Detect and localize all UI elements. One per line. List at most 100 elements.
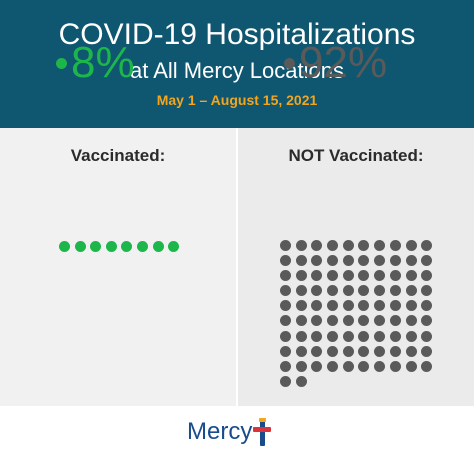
not-vaccinated-dot [327,345,339,357]
not-vaccinated-dot [358,255,370,267]
not-vaccinated-dot [358,315,370,327]
not-vaccinated-dot [311,360,323,372]
not-vaccinated-dot [311,345,323,357]
vaccinated-dot [168,241,180,252]
not-vaccinated-dot [421,285,433,297]
not-vaccinated-dot [342,330,354,342]
vaccinated-dot [59,241,70,252]
not-vaccinated-dot [421,270,433,282]
vaccinated-dot [152,241,164,252]
logo-text: Mercy [187,418,253,445]
not-vaccinated-dot [280,255,291,267]
mercy-logo: Mercy [187,418,272,446]
not-vaccinated-dot [342,285,354,297]
not-vaccinated-dot [280,315,291,327]
not-vaccinated-dot [295,360,307,372]
not-vaccinated-dot [389,285,401,297]
not-vaccinated-dot [342,345,354,357]
vaccinated-dot [74,241,86,252]
not-vaccinated-dot [327,300,339,312]
not-vaccinated-dot [280,270,291,282]
not-vaccinated-panel: NOT Vaccinated: [238,128,474,406]
not-vaccinated-dot [295,270,307,282]
not-vaccinated-percent-row: 92% [284,40,387,86]
vaccinated-panel: Vaccinated: [0,128,236,406]
not-vaccinated-dot [311,315,323,327]
vaccinated-dots [59,241,184,252]
not-vaccinated-dot [405,285,417,297]
mercy-cross-icon [253,418,272,446]
not-vaccinated-dot [342,300,354,312]
not-vaccinated-dot [311,255,323,267]
not-vaccinated-dot [295,330,307,342]
not-vaccinated-dots [280,240,440,387]
not-vaccinated-dot [358,240,370,251]
not-vaccinated-dot [311,300,323,312]
not-vaccinated-dot [405,300,417,312]
not-vaccinated-dot [295,375,307,387]
not-vaccinated-dot [374,285,386,297]
not-vaccinated-dot [421,300,433,312]
not-vaccinated-dot [389,270,401,282]
not-vaccinated-dot [358,270,370,282]
not-vaccinated-dot [421,330,433,342]
not-vaccinated-dot [327,330,339,342]
title-line-1: COVID-19 Hospitalizations [58,18,416,51]
not-vaccinated-dot [358,285,370,297]
vaccinated-percent: 8% [71,38,135,87]
not-vaccinated-dot [405,345,417,357]
not-vaccinated-dot [421,255,433,267]
not-vaccinated-dot [295,255,307,267]
not-vaccinated-dot [421,345,433,357]
not-vaccinated-dot [342,240,354,251]
not-vaccinated-dot [358,360,370,372]
not-vaccinated-dot [280,285,291,297]
date-range: May 1 – August 15, 2021 [156,92,318,108]
not-vaccinated-dot [280,360,291,372]
header-banner: COVID-19 Hospitalizations at All Mercy L… [0,0,474,128]
not-vaccinated-dot [374,240,386,251]
vaccinated-dot [121,241,133,252]
not-vaccinated-dot [405,315,417,327]
not-vaccinated-dot [389,240,401,251]
not-vaccinated-dot [311,330,323,342]
not-vaccinated-dot [342,315,354,327]
not-vaccinated-dot [311,270,323,282]
not-vaccinated-dot [280,330,291,342]
not-vaccinated-dot [389,315,401,327]
bullet-icon [56,57,67,69]
not-vaccinated-dot [280,300,291,312]
not-vaccinated-dot [358,345,370,357]
not-vaccinated-dot [374,255,386,267]
not-vaccinated-dot [374,330,386,342]
not-vaccinated-dot [295,345,307,357]
not-vaccinated-dot [311,240,323,251]
not-vaccinated-dot [405,330,417,342]
not-vaccinated-dot [342,270,354,282]
not-vaccinated-dot [295,315,307,327]
not-vaccinated-dot [374,300,386,312]
not-vaccinated-dot [358,300,370,312]
not-vaccinated-dot [327,240,339,251]
not-vaccinated-label: NOT Vaccinated: [288,146,424,165]
footer [0,406,474,474]
not-vaccinated-dot [374,345,386,357]
vaccinated-dot [105,241,117,252]
not-vaccinated-dot [295,285,307,297]
not-vaccinated-dot [405,270,417,282]
not-vaccinated-dot [374,360,386,372]
vaccinated-label: Vaccinated: [70,146,166,165]
not-vaccinated-percent: 92% [299,38,388,87]
not-vaccinated-dot [311,285,323,297]
not-vaccinated-dot [280,375,291,387]
not-vaccinated-dot [421,360,433,372]
not-vaccinated-dot [421,315,433,327]
not-vaccinated-dot [280,240,291,251]
not-vaccinated-dot [342,255,354,267]
not-vaccinated-dot [389,360,401,372]
vaccinated-percent-row: 8% [56,40,135,86]
not-vaccinated-dot [342,360,354,372]
not-vaccinated-dot [389,255,401,267]
not-vaccinated-dot [374,315,386,327]
not-vaccinated-dot [295,240,307,251]
